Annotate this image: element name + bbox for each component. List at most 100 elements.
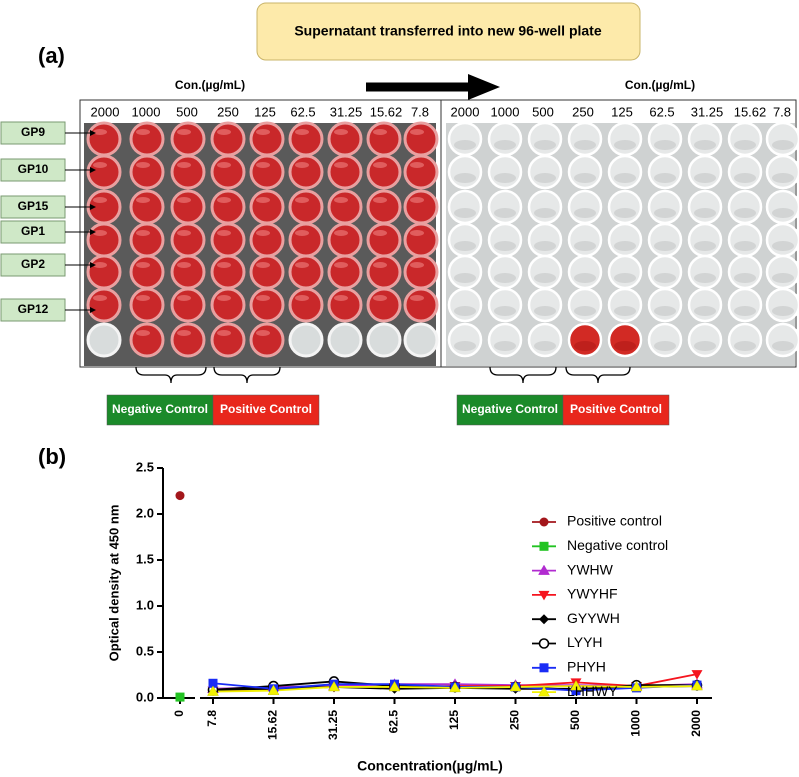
well-highlight (93, 230, 107, 236)
concentration-label: 7.8 (411, 104, 429, 119)
well-highlight (217, 129, 231, 135)
well-shade (534, 306, 556, 316)
well-highlight (373, 295, 387, 301)
banner-text: Supernatant transferred into new 96-well… (294, 23, 602, 39)
brace (213, 366, 281, 384)
well (727, 189, 763, 225)
well-highlight (373, 262, 387, 268)
well (249, 287, 285, 323)
concentration-label: 500 (532, 104, 554, 119)
well (687, 121, 723, 157)
well (210, 154, 246, 190)
well-highlight (217, 295, 231, 301)
row-label: GP15 (18, 199, 49, 213)
row-label: GP12 (18, 302, 49, 316)
well-highlight (93, 262, 107, 268)
concentration-label: 250 (217, 104, 239, 119)
well-shade (772, 208, 794, 218)
well-shade (574, 341, 596, 351)
well-highlight (136, 330, 150, 336)
control-label: Negative Control (112, 402, 208, 416)
concentration-label: 62.5 (290, 104, 315, 119)
marker (509, 680, 522, 692)
well (288, 254, 324, 290)
well (647, 287, 683, 323)
well-highlight (256, 162, 270, 168)
well (403, 287, 439, 323)
well-highlight (177, 197, 191, 203)
well-shade (654, 306, 676, 316)
control-label: Negative Control (462, 402, 558, 416)
well-shade (494, 341, 516, 351)
row-arrowhead (90, 262, 96, 268)
well-highlight (295, 129, 309, 135)
well-shade (574, 173, 596, 183)
well (567, 154, 603, 190)
well (765, 254, 799, 290)
well (567, 322, 603, 358)
control-box (562, 394, 670, 426)
well-shade (494, 140, 516, 150)
well (327, 287, 363, 323)
well (447, 254, 483, 290)
well (527, 154, 563, 190)
well (527, 222, 563, 258)
well (727, 322, 763, 358)
marker (207, 685, 219, 696)
well-highlight (410, 262, 424, 268)
well-shade (772, 341, 794, 351)
well-shade (574, 241, 596, 251)
well (210, 222, 246, 258)
well-highlight (373, 230, 387, 236)
well (210, 322, 246, 358)
marker (538, 638, 550, 649)
well (366, 222, 402, 258)
marker (539, 517, 549, 527)
well-shade (734, 341, 756, 351)
row-arrowhead (90, 307, 96, 313)
well (487, 121, 523, 157)
well (687, 189, 723, 225)
well (366, 287, 402, 323)
x-tick-label: 1000 (629, 710, 643, 737)
well-shade (734, 306, 756, 316)
x-tick-label: 62.5 (387, 710, 401, 734)
x-tick-label: 0 (172, 710, 186, 717)
well (288, 322, 324, 358)
well (447, 222, 483, 258)
well-shade (734, 140, 756, 150)
well-highlight (334, 129, 348, 135)
well (86, 121, 122, 157)
well-highlight (136, 230, 150, 236)
well (727, 254, 763, 290)
well-highlight (373, 197, 387, 203)
well-shade (614, 273, 636, 283)
well (727, 222, 763, 258)
well (327, 322, 363, 358)
y-tick-label: 1.5 (136, 551, 154, 566)
well-highlight (177, 162, 191, 168)
well-shade (494, 306, 516, 316)
well (249, 222, 285, 258)
well (327, 189, 363, 225)
well-highlight (136, 262, 150, 268)
well (403, 189, 439, 225)
well-shade (454, 140, 476, 150)
well-shade (772, 273, 794, 283)
well-highlight (295, 197, 309, 203)
well-highlight (256, 230, 270, 236)
well (647, 121, 683, 157)
well-shade (654, 241, 676, 251)
concentration-label: 7.8 (773, 104, 791, 119)
well (86, 322, 122, 358)
well (86, 287, 122, 323)
concentration-label: 1000 (132, 104, 161, 119)
well (366, 322, 402, 358)
well (288, 121, 324, 157)
well (527, 189, 563, 225)
concentration-label: 15.62 (734, 104, 767, 119)
well-highlight (217, 262, 231, 268)
well (327, 222, 363, 258)
well-shade (772, 306, 794, 316)
